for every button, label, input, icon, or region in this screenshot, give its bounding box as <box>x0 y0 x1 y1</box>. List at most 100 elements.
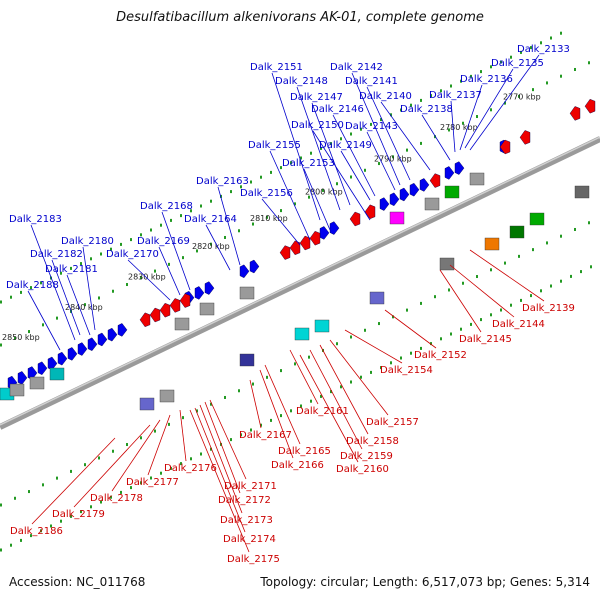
gene-label: Dalk_2177 <box>126 477 179 488</box>
reverse-gene <box>519 130 531 145</box>
forward-gene <box>57 351 68 366</box>
grid-dot <box>90 505 92 509</box>
gene-label: Dalk_2135 <box>491 58 544 69</box>
grid-dot <box>50 524 52 528</box>
tick-mark <box>364 328 366 332</box>
tick-mark <box>252 222 254 226</box>
grid-dot <box>20 538 22 542</box>
label-leader <box>111 419 161 492</box>
label-leader <box>303 168 331 231</box>
kbp-tick-label: 2770 kbp <box>503 93 541 102</box>
grid-dot <box>290 409 292 413</box>
gene-label: Dalk_2153 <box>282 158 335 169</box>
gene-label: Dalk_2159 <box>340 451 393 462</box>
grid-dot <box>70 266 72 270</box>
gene-label: Dalk_2188 <box>6 280 59 291</box>
label-leader <box>312 130 371 221</box>
label-leader <box>127 259 171 301</box>
label-leader <box>450 100 456 153</box>
gene-label: Dalk_2174 <box>223 534 276 545</box>
grid-dot <box>490 65 492 69</box>
tick-mark <box>560 74 562 78</box>
gene-label: Dalk_2150 <box>291 120 344 131</box>
label-leader <box>82 246 96 331</box>
kbp-tick-label: 2820 kbp <box>192 242 230 251</box>
kbp-tick-label: 2830 kbp <box>128 273 166 282</box>
label-leader <box>27 290 61 351</box>
gene-box <box>174 317 190 331</box>
grid-dot <box>420 98 422 102</box>
grid-dot <box>30 534 32 538</box>
label-leader <box>351 72 401 186</box>
grid-dot <box>450 332 452 336</box>
grid-dot <box>560 31 562 35</box>
label-leader <box>289 349 319 405</box>
tick-mark <box>574 67 576 71</box>
tick-mark <box>518 254 520 258</box>
forward-gene <box>454 161 465 175</box>
grid-dot <box>350 132 352 136</box>
grid-dot <box>90 257 92 261</box>
label-leader <box>464 68 514 149</box>
tick-mark <box>56 316 58 320</box>
tick-mark <box>420 141 422 145</box>
gene-label: Dalk_2144 <box>492 319 545 330</box>
tick-mark <box>238 229 240 233</box>
forward-gene <box>419 178 430 192</box>
tick-mark <box>224 395 226 399</box>
gene-label: Dalk_2143 <box>345 121 398 132</box>
label-leader <box>158 246 181 296</box>
gene-label: Dalk_2173 <box>220 515 273 526</box>
tick-mark <box>266 215 268 219</box>
gene-label: Dalk_2179 <box>52 509 105 520</box>
tick-mark <box>280 209 282 213</box>
grid-dot <box>480 70 482 74</box>
tick-mark <box>518 94 520 98</box>
label-leader <box>51 259 81 336</box>
reverse-gene <box>499 139 511 155</box>
label-leader <box>299 354 359 463</box>
reverse-gene <box>279 245 291 260</box>
grid-dot <box>280 414 282 418</box>
topology-text: Topology: circular; Length: 6,517,073 bp… <box>260 575 590 589</box>
grid-dot <box>260 423 262 427</box>
accession-text: Accession: NC_011768 <box>9 575 146 589</box>
tick-mark <box>224 235 226 239</box>
tick-mark <box>322 188 324 192</box>
grid-dot <box>550 36 552 40</box>
grid-dot <box>130 486 132 490</box>
gene-label: Dalk_2163 <box>196 176 249 187</box>
grid-dot <box>60 519 62 523</box>
label-leader <box>469 249 545 302</box>
grid-dot <box>80 262 82 266</box>
page-title: Desulfatibacillum alkenivorans AK-01, co… <box>116 10 484 25</box>
gene-box <box>29 376 45 390</box>
grid-dot <box>570 274 572 278</box>
label-leader <box>449 264 515 318</box>
label-leader <box>179 409 187 462</box>
label-leader <box>271 72 321 221</box>
forward-gene <box>87 337 98 352</box>
tick-mark <box>462 121 464 125</box>
grid-dot <box>410 351 412 355</box>
tick-mark <box>546 81 548 85</box>
grid-dot <box>80 510 82 514</box>
tick-mark <box>238 389 240 393</box>
grid-dot <box>340 385 342 389</box>
grid-dot <box>470 322 472 326</box>
reverse-gene <box>149 307 161 323</box>
tick-mark <box>490 268 492 272</box>
grid-dot <box>560 279 562 283</box>
gene-box <box>574 185 590 199</box>
grid-dot <box>160 471 162 475</box>
tick-mark <box>0 343 2 347</box>
grid-dot <box>260 175 262 179</box>
reverse-gene <box>139 312 151 328</box>
gene-box <box>529 212 545 226</box>
tick-mark <box>266 375 268 379</box>
gene-label: Dalk_2186 <box>10 526 63 537</box>
grid-dot <box>320 146 322 150</box>
grid-dot <box>250 180 252 184</box>
forward-gene <box>204 281 215 295</box>
gene-box <box>239 353 255 367</box>
